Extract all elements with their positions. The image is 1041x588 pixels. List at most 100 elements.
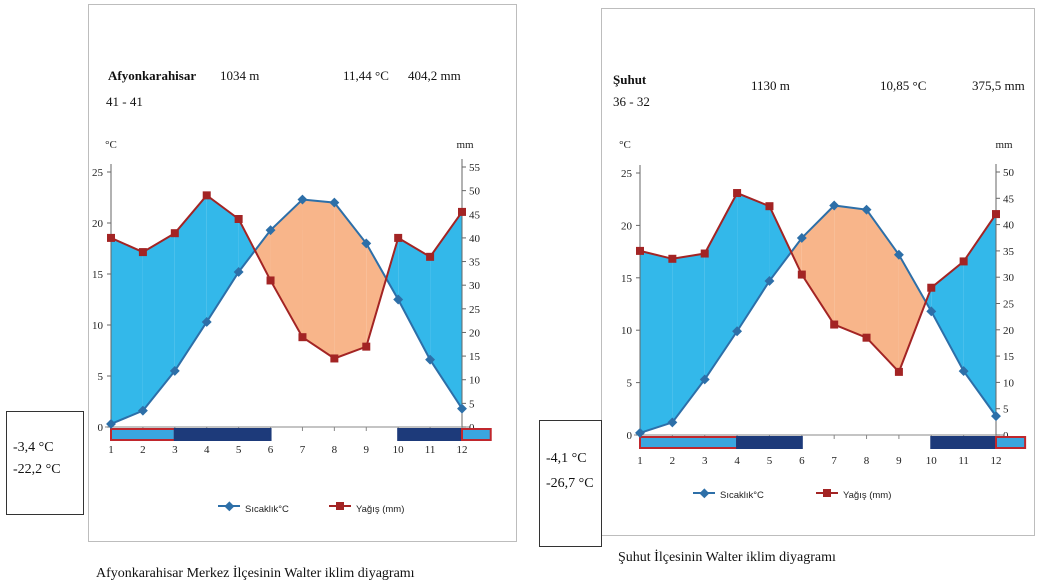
y-tick-label-right: 15 xyxy=(1003,351,1015,363)
climate-area xyxy=(963,214,996,417)
frost-bar xyxy=(397,428,464,441)
precipitation-point xyxy=(733,189,742,198)
series-line-temperature xyxy=(110,198,463,425)
frost-bar xyxy=(461,428,492,441)
temperature-point xyxy=(137,405,148,416)
frost-bar xyxy=(736,436,803,449)
climate-area xyxy=(386,237,399,300)
y-tick-label-right: 35 xyxy=(1003,246,1015,258)
x-tick-label: 2 xyxy=(140,444,146,456)
x-tick-label: 11 xyxy=(958,455,969,467)
climate-area xyxy=(769,206,792,281)
y-tick-label-right: 5 xyxy=(1003,404,1009,416)
precipitation-point xyxy=(266,276,275,285)
climate-area xyxy=(834,205,867,338)
frost-bar xyxy=(930,436,997,449)
precipitation-point xyxy=(330,354,339,363)
chart-caption: Afyonkarahisar Merkez İlçesinin Walter i… xyxy=(96,566,415,581)
precipitation-point xyxy=(992,210,1000,219)
x-tick-label: 12 xyxy=(457,444,468,456)
temperature-point xyxy=(635,427,645,438)
climate-area xyxy=(366,243,387,347)
x-tick-label: 1 xyxy=(108,444,114,456)
climate-area xyxy=(931,261,964,372)
precipitation-point xyxy=(107,233,115,242)
series-line-precipitation xyxy=(110,194,463,360)
y-tick-label-left: 25 xyxy=(621,168,633,180)
y-tick-label-right: 25 xyxy=(469,304,481,316)
climate-area xyxy=(791,237,802,275)
y-tick-label-left: 15 xyxy=(621,273,633,285)
station-code: 36 - 32 xyxy=(613,94,650,109)
precipitation-point xyxy=(894,367,903,376)
frost-bar xyxy=(110,428,176,441)
precipitation-point xyxy=(862,333,871,342)
x-tick-label: 10 xyxy=(393,444,405,456)
abs-min-temp: -22,2 °C xyxy=(13,462,61,477)
legend-marker-temperature xyxy=(699,488,710,499)
y-tick-label-left: 10 xyxy=(621,325,633,337)
climate-area xyxy=(672,253,705,423)
precipitation-point xyxy=(394,233,403,242)
legend-label-precipitation: Yağış (mm) xyxy=(356,504,404,515)
y-tick-label-right: 10 xyxy=(1003,377,1015,389)
legend-label-temperature: Sıcaklık°C xyxy=(245,504,289,515)
temperature-point xyxy=(457,403,467,414)
y-axis-label-right: mm xyxy=(995,139,1013,151)
climate-area xyxy=(866,209,899,372)
precipitation-point xyxy=(170,229,179,238)
temperature-point xyxy=(829,200,840,211)
temperature-point xyxy=(265,225,276,236)
y-tick-label-right: 50 xyxy=(1003,167,1015,179)
y-tick-label-left: 5 xyxy=(627,378,633,390)
precipitation-point xyxy=(234,215,243,223)
y-tick-label-right: 20 xyxy=(469,327,481,339)
y-tick-label-right: 5 xyxy=(469,398,475,410)
precipitation-point xyxy=(765,202,774,211)
temperature-point xyxy=(796,233,807,243)
temperature-point xyxy=(958,366,969,377)
y-tick-label-left: 20 xyxy=(621,220,633,232)
temperature-point xyxy=(329,197,340,208)
x-tick-label: 8 xyxy=(332,444,338,456)
y-tick-label-right: 50 xyxy=(469,186,481,198)
climate-area xyxy=(430,211,462,409)
y-tick-label-right: 25 xyxy=(1003,299,1015,311)
y-axis-label-left: °C xyxy=(105,139,117,151)
y-tick-label-right: 20 xyxy=(1003,325,1015,337)
precipitation-point xyxy=(458,207,466,216)
legend-marker-precipitation xyxy=(823,489,831,497)
precipitation-point xyxy=(927,283,936,292)
x-tick-label: 4 xyxy=(734,455,740,467)
y-tick-label-right: 35 xyxy=(469,257,481,269)
precipitation-point xyxy=(668,254,677,263)
temperature-point xyxy=(393,294,404,305)
climate-area xyxy=(206,195,239,322)
climate-area xyxy=(302,199,335,359)
y-tick-label-left: 10 xyxy=(92,320,104,332)
x-tick-label: 4 xyxy=(204,444,210,456)
temperature-point xyxy=(233,267,244,277)
x-tick-label: 1 xyxy=(637,455,643,467)
climate-area xyxy=(801,205,835,325)
precipitation-point xyxy=(298,333,307,342)
precipitation-point xyxy=(636,246,644,255)
temperature-point xyxy=(732,326,743,337)
y-tick-label-left: 15 xyxy=(92,269,104,281)
precipitation-point xyxy=(700,249,709,258)
x-tick-label: 10 xyxy=(926,455,938,467)
frost-bar xyxy=(639,436,739,449)
temperature-point xyxy=(361,238,372,249)
y-axis-label-left: °C xyxy=(619,139,631,151)
chart-caption: Şuhut İlçesinin Walter iklim diyagramı xyxy=(618,550,836,565)
x-tick-label: 2 xyxy=(670,455,676,467)
mean-temp: 11,44 °C xyxy=(343,68,389,83)
legend-marker-precipitation xyxy=(336,502,344,510)
elevation: 1034 m xyxy=(220,68,260,83)
x-tick-label: 6 xyxy=(799,455,805,467)
temp-extremes-box: -4,1 °C -26,7 °C xyxy=(539,420,602,547)
y-tick-label-left: 5 xyxy=(98,371,104,383)
annual-precip: 375,5 mm xyxy=(972,78,1025,93)
precipitation-point xyxy=(830,320,839,329)
